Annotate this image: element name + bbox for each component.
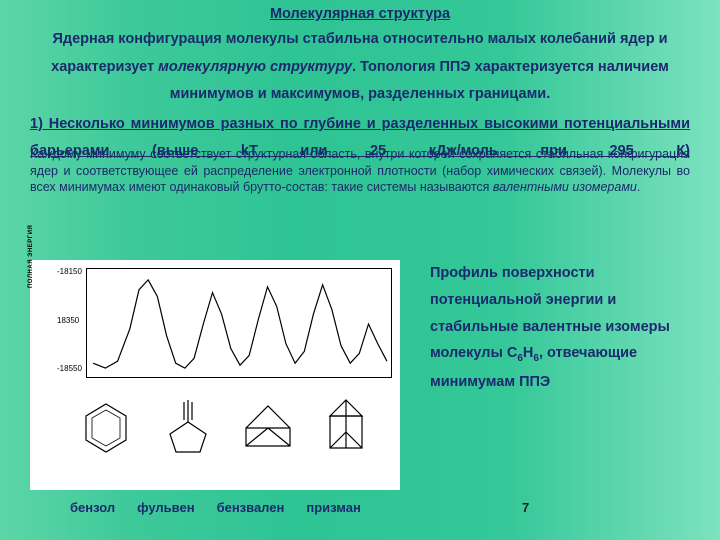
- ytick-2: -18550: [57, 364, 82, 373]
- figure-panel: ПОЛНАЯ ЭНЕРГИЯ -18150 18350 -18550: [30, 260, 400, 490]
- molecule-labels: бензол фульвен бензвален призман: [70, 500, 410, 515]
- label-benzvalene: бензвален: [217, 500, 285, 515]
- paragraph-explain: Каждому минимуму соответствует структурн…: [30, 146, 690, 197]
- ytick-1: 18350: [57, 316, 79, 325]
- p2-ital: валентными изомерами: [493, 180, 637, 194]
- side-mid: H: [523, 345, 533, 361]
- energy-curve: [87, 269, 393, 379]
- molecule-row: [60, 390, 390, 470]
- side-caption: Профиль поверхности потенциальной энерги…: [430, 260, 690, 396]
- slide-title: Молекулярная структура: [30, 6, 690, 22]
- slide: Молекулярная структура Ядерная конфигура…: [0, 0, 720, 540]
- energy-chart: [86, 268, 392, 378]
- p2-tail: .: [637, 180, 640, 194]
- label-prismane: призман: [306, 500, 360, 515]
- label-benzene: бензол: [70, 500, 115, 515]
- fulvene-icon: [160, 396, 216, 456]
- label-fulvene: фульвен: [137, 500, 194, 515]
- chart-y-label: ПОЛНАЯ ЭНЕРГИЯ: [28, 225, 34, 288]
- benzene-icon: [80, 400, 132, 456]
- ytick-0: -18150: [57, 267, 82, 276]
- page-number: 7: [522, 500, 529, 515]
- prismane-icon: [318, 396, 374, 454]
- paragraph-intro: Ядерная конфигурация молекулы стабильна …: [30, 26, 690, 109]
- p1-ital: молекулярную структуру: [158, 59, 352, 75]
- benzvalene-icon: [238, 400, 298, 454]
- lower-region: ПОЛНАЯ ЭНЕРГИЯ -18150 18350 -18550: [30, 260, 690, 530]
